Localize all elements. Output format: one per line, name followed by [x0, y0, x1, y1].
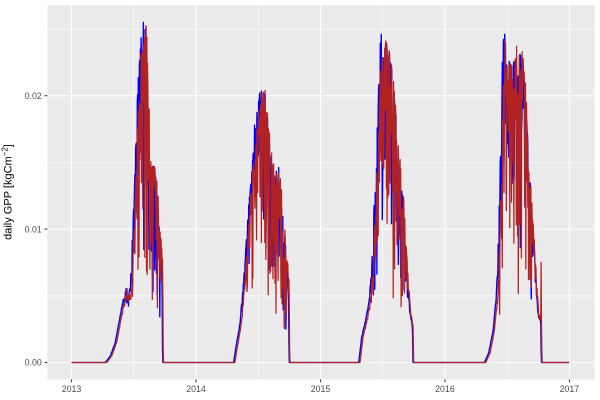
- svg-text:2017: 2017: [560, 384, 580, 394]
- svg-text:0.01: 0.01: [25, 224, 42, 234]
- svg-text:2013: 2013: [62, 384, 82, 394]
- svg-text:2014: 2014: [186, 384, 206, 394]
- svg-text:0.02: 0.02: [25, 91, 42, 101]
- svg-text:0.00: 0.00: [25, 358, 42, 368]
- svg-text:2015: 2015: [311, 384, 331, 394]
- svg-text:daily GPP [kgCm−2]: daily GPP [kgCm−2]: [1, 144, 15, 240]
- svg-text:2016: 2016: [435, 384, 455, 394]
